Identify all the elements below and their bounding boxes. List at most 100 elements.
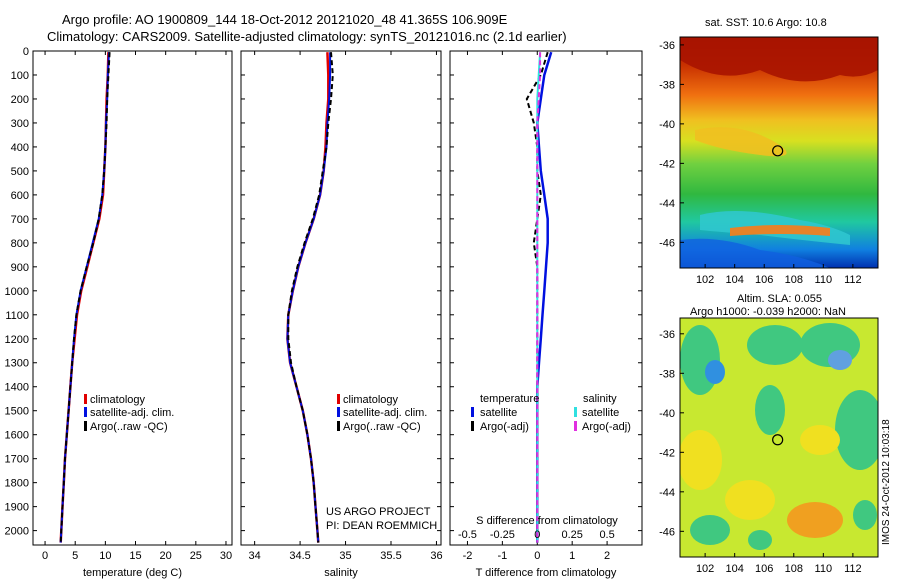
sla-eddy bbox=[835, 390, 878, 470]
legend-heading: salinity bbox=[583, 393, 617, 405]
legend-label: satellite-adj. clim. bbox=[343, 407, 427, 419]
x-tick-label: -1 bbox=[497, 550, 507, 562]
y-tick-label: 1400 bbox=[5, 382, 29, 394]
x-tick-label: 34 bbox=[249, 550, 261, 562]
map-y-tick-label: -40 bbox=[659, 408, 675, 420]
map-y-tick-label: -42 bbox=[659, 158, 675, 170]
y-tick-label: 1200 bbox=[5, 334, 29, 346]
top-x-tick-label: 0 bbox=[534, 529, 540, 541]
sla-eddy bbox=[828, 350, 852, 370]
temperature-panel: 0 5 10 15 20 25 300100200300400500600700800900… bbox=[5, 46, 233, 579]
x-tick-label: 2 bbox=[604, 550, 610, 562]
x-tick-label: 0 bbox=[534, 550, 540, 562]
y-tick-label: 500 bbox=[11, 166, 29, 178]
x-axis-label: T difference from climatology bbox=[476, 567, 617, 579]
x-axis-label: temperature (deg C) bbox=[83, 567, 182, 579]
y-tick-label: 900 bbox=[11, 262, 29, 274]
x-tick-label: 15 bbox=[129, 550, 141, 562]
map-x-tick-label: 108 bbox=[785, 563, 803, 575]
y-tick-label: 1800 bbox=[5, 478, 29, 490]
map-x-tick-label: 106 bbox=[755, 274, 773, 286]
map-x-tick-label: 108 bbox=[785, 274, 803, 286]
legend-swatch bbox=[84, 407, 87, 417]
legend-label: Argo(-adj) bbox=[480, 421, 529, 433]
sla-map: 102 104 106 108 110 112 -36 -38 -40 -42 -44 -46 bbox=[659, 317, 879, 575]
sla-eddy bbox=[787, 502, 843, 538]
x-tick-label: 36 bbox=[430, 550, 442, 562]
sst-map-frame bbox=[679, 36, 879, 269]
legend-label: satellite-adj. clim. bbox=[90, 407, 174, 419]
series-line bbox=[59, 52, 111, 543]
legend-swatch bbox=[84, 394, 87, 404]
y-tick-label: 1300 bbox=[5, 358, 29, 370]
y-tick-label: 1500 bbox=[5, 406, 29, 418]
map-x-tick-label: 104 bbox=[725, 563, 743, 575]
x-axis-label: salinity bbox=[324, 567, 358, 579]
map-y-tick-label: -38 bbox=[659, 368, 675, 380]
sla-map-frame bbox=[679, 317, 879, 558]
sst-front-yellow bbox=[695, 127, 787, 157]
sla-eddy bbox=[705, 360, 725, 384]
sla-eddy bbox=[680, 325, 720, 395]
y-tick-label: 100 bbox=[11, 70, 29, 82]
map-x-tick-label: 110 bbox=[815, 563, 833, 575]
sla-eddy bbox=[747, 325, 803, 365]
legend-swatch bbox=[337, 407, 340, 417]
y-tick-label: 300 bbox=[11, 118, 29, 130]
argo-float-marker bbox=[772, 434, 784, 446]
sla-eddy bbox=[690, 515, 730, 545]
map-y-tick-label: -42 bbox=[659, 447, 675, 459]
legend-swatch bbox=[471, 421, 474, 431]
sst-map: 102 104 106 108 110 112 -36 -38 -40 -42 -44 -46 bbox=[659, 36, 879, 286]
figure-title-line2: Climatology: CARS2009. Satellite-adjuste… bbox=[47, 29, 567, 44]
sla-eddy bbox=[800, 425, 840, 455]
map-x-tick-label: 102 bbox=[696, 274, 714, 286]
top-x-tick-label: -0.5 bbox=[458, 529, 477, 541]
y-tick-label: 700 bbox=[11, 214, 29, 226]
sla-map-title: Altim. SLA: 0.055 bbox=[737, 293, 822, 305]
series-line bbox=[287, 52, 334, 543]
top-x-tick-label: 0.25 bbox=[561, 529, 582, 541]
sst-warm-streak bbox=[730, 225, 830, 236]
map-x-tick-label: 110 bbox=[815, 274, 833, 286]
map-y-tick-label: -44 bbox=[659, 198, 675, 210]
x-tick-label: 5 bbox=[72, 550, 78, 562]
x-tick-label: 25 bbox=[190, 550, 202, 562]
sla-map-subtitle: Argo h1000: -0.039 h2000: NaN bbox=[690, 306, 846, 318]
difference-panel: -2 -1 0 1 2 T difference from climatology -0.5… bbox=[449, 50, 643, 579]
map-x-tick-label: 112 bbox=[844, 274, 862, 286]
sla-eddy bbox=[755, 385, 785, 435]
y-tick-label: 1700 bbox=[5, 454, 29, 466]
sla-eddy bbox=[853, 500, 877, 530]
argo-float-marker bbox=[772, 145, 784, 157]
plot-frame bbox=[449, 50, 643, 546]
sst-cold-pool bbox=[680, 238, 830, 268]
legend-label: Argo(..raw -QC) bbox=[343, 421, 421, 433]
sst-warm-band bbox=[680, 37, 878, 82]
annotation-text: US ARGO PROJECT bbox=[326, 506, 431, 518]
top-x-tick-label: -0.25 bbox=[490, 529, 515, 541]
x-tick-label: 10 bbox=[99, 550, 111, 562]
x-tick-label: 20 bbox=[160, 550, 172, 562]
map-y-tick-label: -36 bbox=[659, 40, 675, 52]
y-tick-label: 800 bbox=[11, 238, 29, 250]
map-x-tick-label: 112 bbox=[844, 563, 862, 575]
sst-map-title: sat. SST: 10.6 Argo: 10.8 bbox=[705, 17, 827, 29]
plot-frame bbox=[32, 50, 233, 546]
top-x-axis-label: S difference from climatology bbox=[476, 515, 618, 527]
map-x-tick-label: 106 bbox=[755, 563, 773, 575]
x-tick-label: 30 bbox=[220, 550, 232, 562]
y-tick-label: 200 bbox=[11, 94, 29, 106]
legend-label: Argo(..raw -QC) bbox=[90, 421, 168, 433]
annotation-text: PI: DEAN ROEMMICH bbox=[326, 520, 437, 532]
legend-heading: temperature bbox=[480, 393, 539, 405]
sla-eddy bbox=[680, 430, 722, 490]
x-tick-label: 34.5 bbox=[289, 550, 310, 562]
legend-swatch bbox=[337, 421, 340, 431]
y-tick-label: 1100 bbox=[5, 310, 29, 322]
legend-label: climatology bbox=[90, 394, 146, 406]
y-tick-label: 1600 bbox=[5, 430, 29, 442]
legend-label: climatology bbox=[343, 394, 399, 406]
x-tick-label: 1 bbox=[569, 550, 575, 562]
